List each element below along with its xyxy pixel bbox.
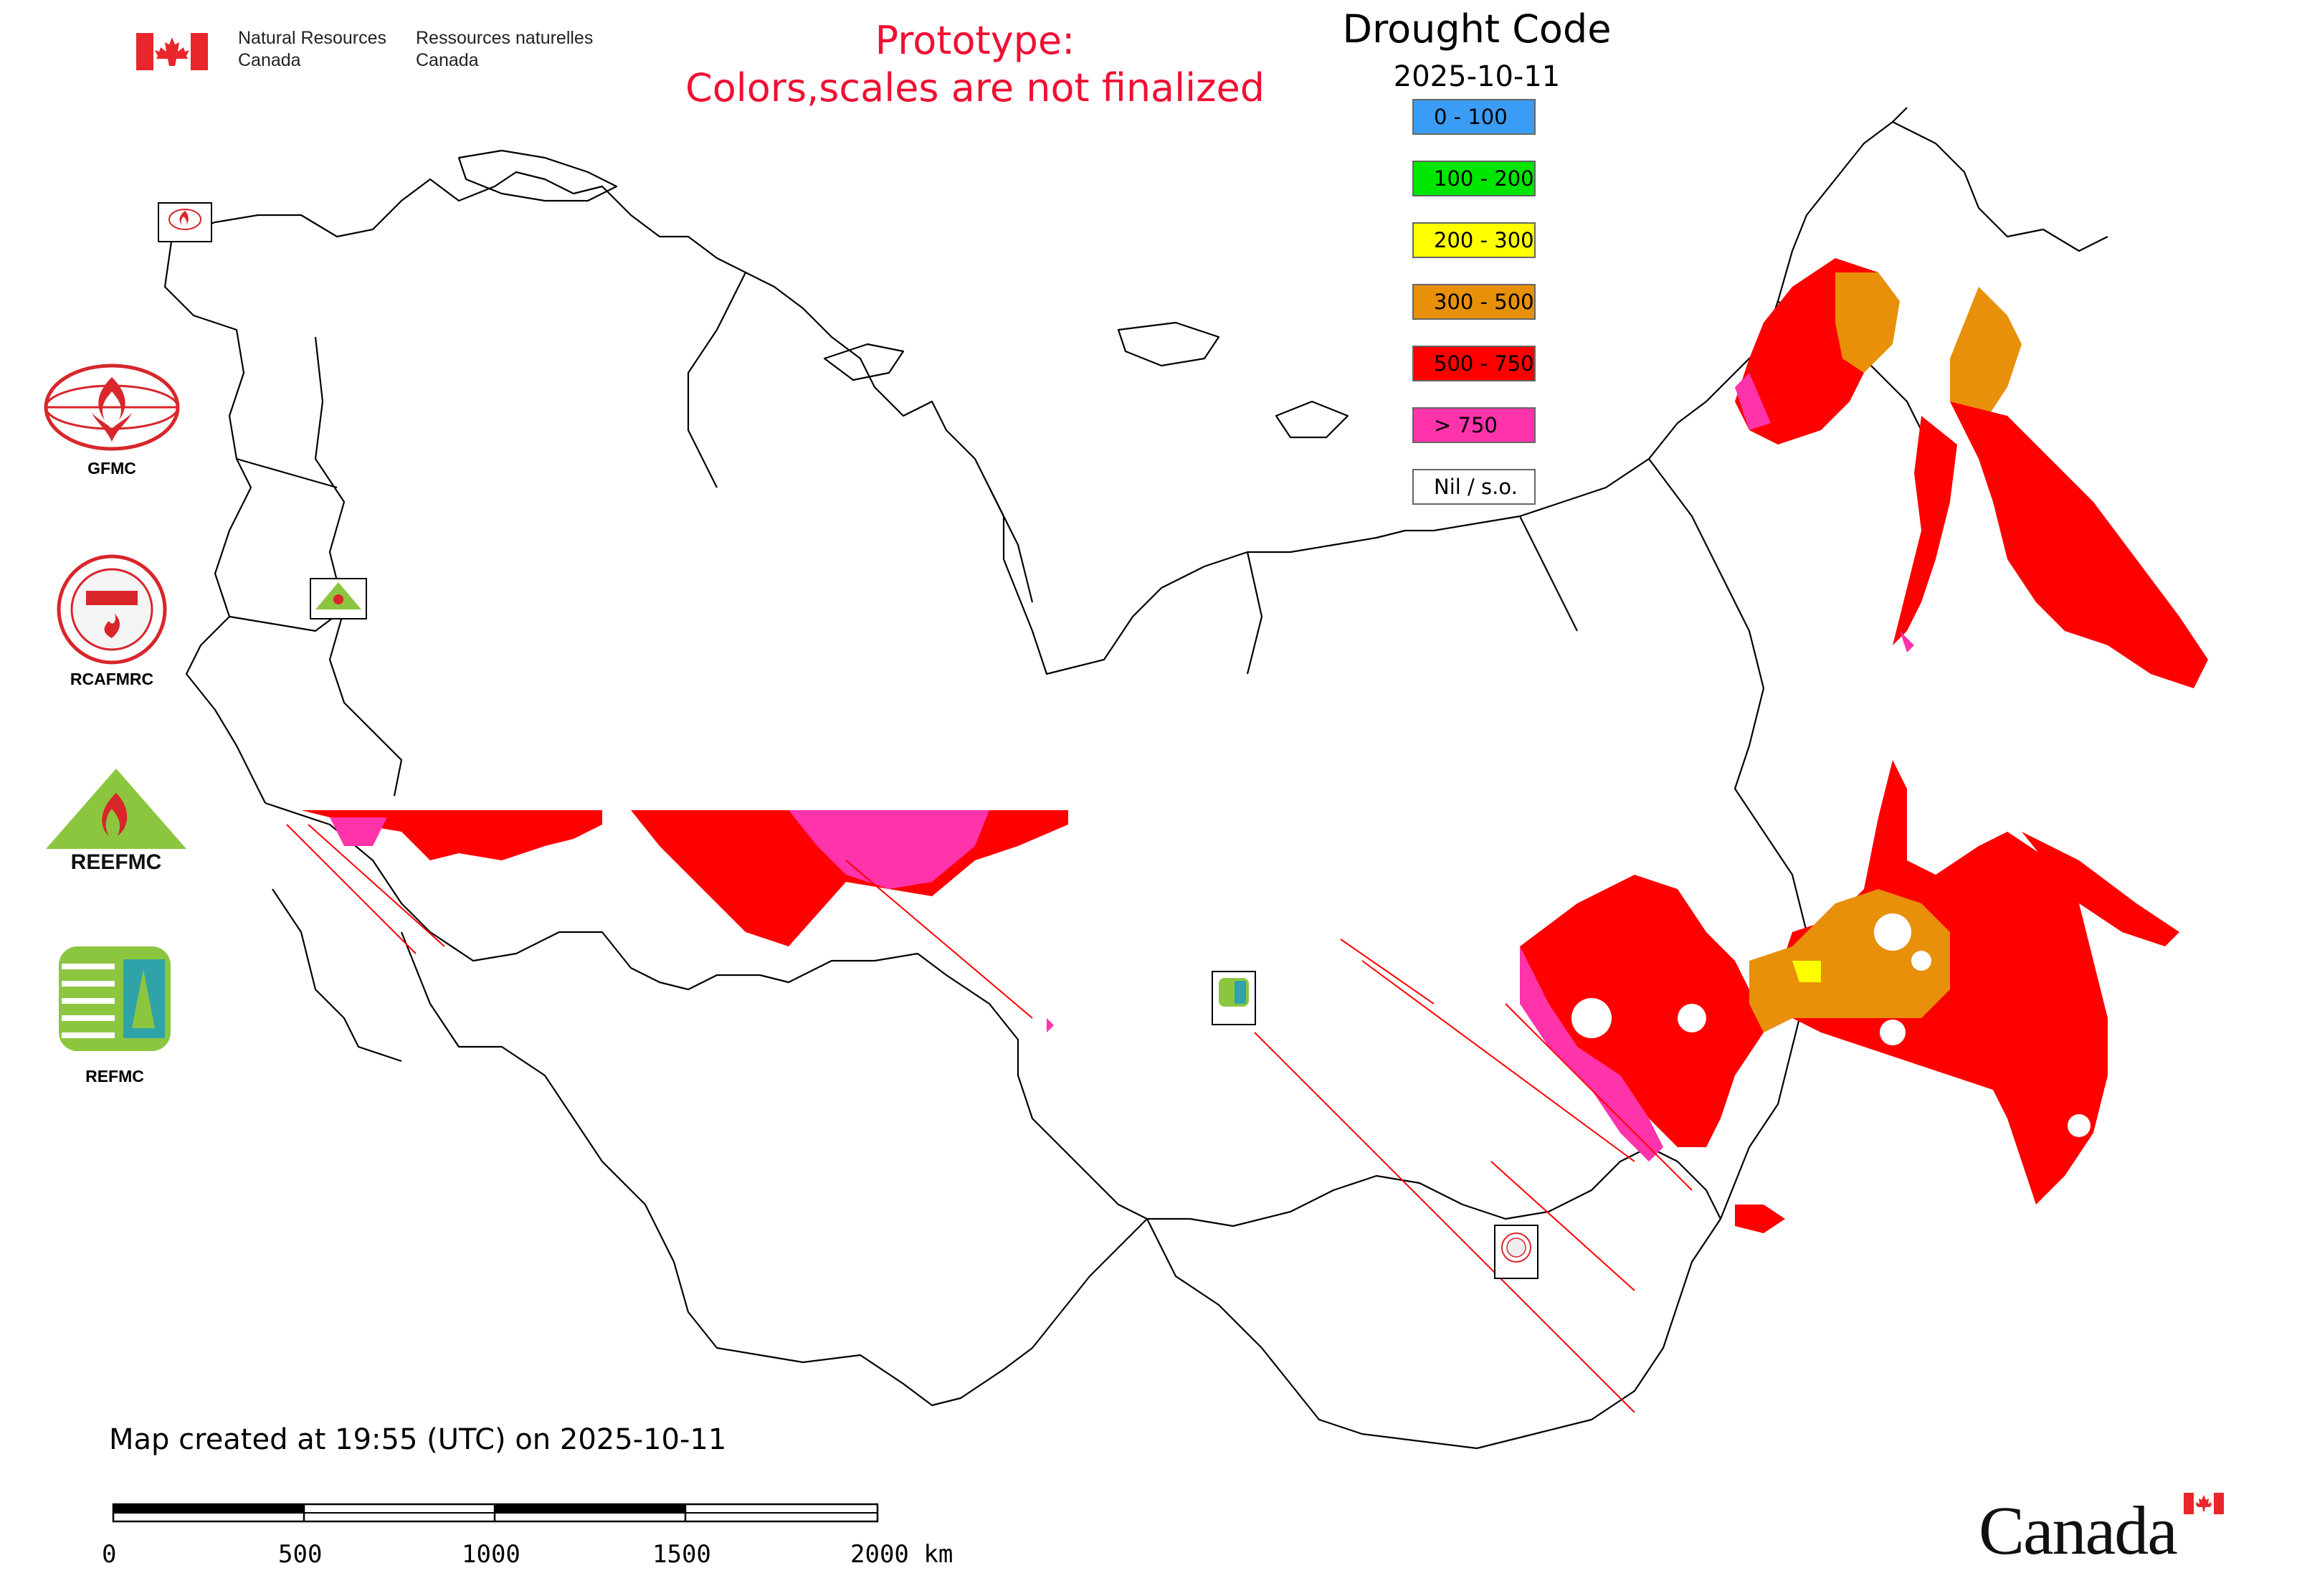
reefmc-badge-icon [310,578,367,619]
agency-signature: Natural Resources Canada Ressources natur… [136,27,638,77]
rcafmrc-emblem-icon [57,554,167,665]
country-boundaries [163,107,2108,1450]
agency-name-en: Natural Resources Canada [238,28,387,70]
legend-item: 100 - 200 [1412,161,1536,196]
legend-item: Nil / s.o. [1412,469,1536,505]
scale-bar: 0 500 1000 1500 2000 km [102,1503,968,1582]
legend-item: > 750 [1412,407,1536,443]
svg-text:REEFMC: REEFMC [71,850,162,874]
drought-fill-west-siberia [286,810,1693,1413]
scale-label: 1500 [652,1540,711,1569]
canada-wordmark: Canada [1979,1491,2237,1570]
agency-name-fr: Ressources naturelles Canada [416,28,594,70]
wordmark-flag-icon [2184,1493,2224,1514]
scale-bar-graphic [112,1503,879,1523]
rcafmrc-badge-icon [1494,1225,1538,1279]
scale-label: 2000 km [850,1540,953,1569]
legend: Drought Code 2025-10-11 0 - 100 100 - 20… [1290,6,1663,508]
refmc-logo: REFMC [57,945,172,1088]
legend-item: 0 - 100 [1412,99,1536,135]
legend-title: Drought Code [1342,6,1612,52]
scale-label: 0 [102,1540,117,1569]
prototype-notice: Prototype: Colors,scales are not finaliz… [685,18,1265,110]
reefmc-logo: REEFMC [37,764,195,879]
legend-item: 300 - 500 [1412,284,1536,320]
map-created-note: Map created at 19:55 (UTC) on 2025-10-11 [109,1423,727,1456]
rcafmrc-caption: RCAFMRC [70,670,154,688]
legend-item: 500 - 750 [1412,346,1536,381]
gfmc-badge-icon [158,202,212,242]
canada-flag-icon [136,33,208,70]
refmc-emblem-icon [59,946,171,1051]
scale-label: 1000 [462,1540,520,1569]
gfmc-caption: GFMC [87,459,136,478]
refmc-badge-icon [1212,971,1256,1025]
drought-fill-far-east [1520,258,2208,1233]
legend-date: 2025-10-11 [1393,60,1561,93]
rcafmrc-logo: RCAFMRC [54,552,169,695]
gfmc-emblem-icon [44,364,180,451]
legend-item: 200 - 300 [1412,222,1536,258]
refmc-caption: REFMC [85,1067,144,1086]
scale-label: 500 [278,1540,323,1569]
reefmc-emblem-icon: REEFMC [37,769,195,874]
gfmc-logo: GFMC [40,363,184,478]
